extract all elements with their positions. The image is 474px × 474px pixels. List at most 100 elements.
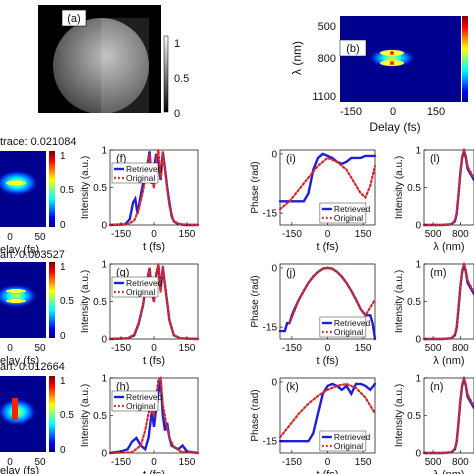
- panel-b-ytick-1: 500: [318, 21, 336, 33]
- trace-3-spot: [0, 398, 37, 426]
- panel-n-xtick-label: 500: [425, 457, 442, 468]
- panel-l-ytick-label: 0.5: [407, 183, 421, 194]
- panel-m-ylabel: Intensity (a.u.): [394, 270, 405, 333]
- trace-2-cbar-tick-3: 0: [60, 331, 66, 342]
- trace-1-colorbar: [49, 151, 55, 227]
- panel-a-label-box: [61, 9, 87, 27]
- panel-n-label: (n): [430, 381, 443, 393]
- panel-f-legend-original-label: Original: [126, 173, 155, 183]
- panel-h-series-original: [108, 376, 200, 455]
- trace-3-xtick-2: 50: [34, 457, 46, 468]
- panel-m-ytick-label: 0: [415, 335, 421, 346]
- trace-1-xlabel: elay (fs): [0, 244, 39, 256]
- panel-i-xlabel: t (fs): [317, 241, 339, 253]
- panel-i-series-original: [278, 156, 377, 211]
- panel-b-xtick-3: 150: [427, 106, 445, 118]
- trace-row-2: art: 0.003527 1 0.5 0 0 50 elay (fs): [0, 249, 74, 367]
- panel-i-legend-retrieved-label: Retrieved: [334, 204, 371, 214]
- panel-j-legend-retrieved-label: Retrieved: [334, 318, 371, 328]
- panel-k-xlabel: t (fs): [317, 469, 339, 474]
- panel-a: (a) 1 0.5 0: [38, 5, 189, 120]
- panel-b-xlabel: Delay (fs): [369, 120, 420, 134]
- panel-f-ylabel: Intensity (a.u.): [80, 156, 91, 219]
- panel-m-xtick-label: 800: [452, 343, 469, 354]
- trace-label-3: art: 0.012664: [0, 361, 65, 373]
- trace-2-xlabel: elay (fs): [0, 355, 39, 367]
- panel-f-xlabel: t (fs): [143, 241, 165, 253]
- panel-b-label: (b): [346, 43, 359, 55]
- panel-g-ytick-label: 0: [101, 335, 107, 346]
- panel-m-ytick-label: 0.5: [407, 297, 421, 308]
- panel-f-ytick-label: 0.5: [93, 183, 107, 194]
- panel-k-series-retrieved: [278, 382, 377, 443]
- panel-g-xlabel: t (fs): [143, 355, 165, 367]
- panel-l: 500 800 0 0.5 1 λ (nm) Intensity (a.u.) (l): [394, 146, 474, 253]
- trace-1-spot-core: [6, 180, 26, 186]
- panel-j-legend-original-label: Original: [334, 327, 363, 337]
- trace-label-2: art: 0.003527: [0, 249, 65, 261]
- panel-g-ytick-label: 0.5: [93, 297, 107, 308]
- trace-3-xtick-1: 0: [7, 457, 13, 468]
- panel-h: -150 0 150 0 0.5 1 t (fs) Intensity (a.u.) (h)Re…: [80, 374, 200, 474]
- panel-i-xtick-label: 0: [325, 229, 331, 240]
- panel-n-series-original: [422, 374, 474, 455]
- panel-i-series-retrieved: [278, 152, 377, 203]
- panel-f-xtick-label: 150: [179, 229, 196, 240]
- panel-j-series-original: [288, 266, 377, 325]
- trace-label-1: trace: 0.021084: [0, 136, 76, 148]
- panel-k-label: (k): [286, 381, 299, 393]
- panel-k-legend-retrieved-label: Retrieved: [334, 432, 371, 442]
- panel-g-label: (g): [116, 267, 129, 279]
- panel-a-disk: [53, 18, 149, 113]
- panel-k-ytick-label: 0: [271, 377, 277, 388]
- panel-a-cbar-tick-3: 0: [174, 108, 180, 120]
- panel-h-ylabel: Intensity (a.u.): [80, 384, 91, 447]
- panel-i-label: (i): [286, 153, 296, 165]
- trace-3-cbar-tick-1: 1: [60, 376, 66, 387]
- trace-3-xlabel: elay (fs): [0, 465, 39, 474]
- panel-j-ylabel: Phase (rad): [250, 275, 261, 327]
- panel-b-label-box: [339, 39, 367, 57]
- trace-1-cbar-tick-2: 0.5: [60, 185, 74, 196]
- panel-h-xtick-label: 150: [179, 457, 196, 468]
- panel-h-xtick-label: -150: [111, 457, 131, 468]
- panel-b-colorbar: [462, 16, 468, 102]
- panel-g-legend-retrieved-label: Retrieved: [126, 278, 163, 288]
- panel-n-xlabel: λ (nm): [433, 469, 464, 474]
- trace-2-xtick-2: 50: [34, 343, 46, 354]
- trace-3-streak: [12, 398, 18, 420]
- panel-n-ylabel: Intensity (a.u.): [394, 384, 405, 447]
- panel-f-label: (f): [116, 153, 126, 165]
- panel-m: 500 800 0 0.5 1 λ (nm) Intensity (a.u.) (m): [394, 260, 474, 367]
- panel-b-ytick-2: 800: [318, 53, 336, 65]
- trace-row-3: art: 0.012664 1 0.5 0 0 50 elay (fs): [0, 361, 74, 474]
- panel-g-xtick-label: -150: [111, 343, 131, 354]
- panel-h-ytick-label: 1: [101, 374, 107, 385]
- panel-f-ytick-label: 0: [101, 221, 107, 232]
- panel-j-ytick-label: -15: [263, 323, 278, 334]
- panel-k-xtick-label: 0: [325, 457, 331, 468]
- panel-i: -150 0 150 0 -15 t (fs) Phase (rad) (i) Retrieve…: [250, 149, 377, 253]
- panel-g-ytick-label: 1: [101, 260, 107, 271]
- panel-l-ylabel: Intensity (a.u.): [394, 156, 405, 219]
- panel-i-ytick-label: -15: [263, 209, 278, 220]
- panel-k-xtick-label: -150: [282, 457, 302, 468]
- panel-l-xtick-label: 500: [425, 229, 442, 240]
- panel-h-ytick-label: 0.5: [93, 411, 107, 422]
- panel-j: -150 0 150 0 -15 t (fs) Phase (rad) (j) Retrieve…: [250, 263, 377, 367]
- panel-l-series-original: [422, 146, 474, 227]
- panel-k-series-original: [278, 382, 377, 439]
- panel-l-ytick-label: 1: [415, 146, 421, 157]
- panel-n: 500 800 0 0.5 1 λ (nm) Intensity (a.u.) (n): [394, 374, 474, 474]
- panel-l-ytick-label: 0: [415, 221, 421, 232]
- panel-l-xtick-label: 800: [452, 229, 469, 240]
- panel-m-label: (m): [430, 267, 447, 279]
- panel-b-ylabel: λ (nm): [290, 41, 304, 75]
- panel-h-legend-retrieved-label: Retrieved: [126, 392, 163, 402]
- panel-n-ytick-label: 0: [415, 449, 421, 460]
- panel-b-peak-1: [390, 51, 394, 55]
- panel-j-ytick-label: 0: [271, 263, 277, 274]
- panel-n-ytick-label: 0.5: [407, 411, 421, 422]
- panel-b-ytick-3: 1100: [312, 91, 336, 103]
